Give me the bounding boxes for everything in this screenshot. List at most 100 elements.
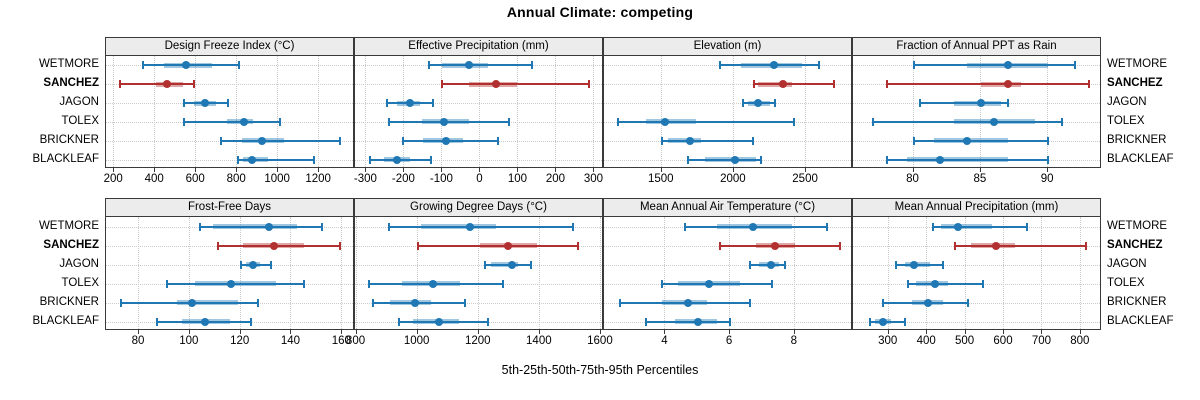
percentile-whisker	[907, 282, 983, 285]
x-gridline	[660, 56, 662, 167]
whisker-cap-high	[338, 241, 341, 250]
median-dot	[660, 117, 669, 126]
percentile-whisker	[913, 139, 1049, 142]
percentile-whisker	[618, 120, 794, 123]
percentile-whisker	[442, 83, 589, 86]
x-gridline	[979, 56, 981, 167]
panel-header: Elevation (m)	[603, 37, 852, 55]
median-dot	[936, 155, 945, 164]
x-tick	[729, 330, 731, 334]
median-dot	[1003, 80, 1012, 89]
site-label-right: WETMORE	[1107, 219, 1168, 232]
x-tick	[236, 168, 238, 172]
percentile-whisker	[429, 64, 532, 67]
x-tick-label: 2500	[792, 173, 818, 185]
site-label-left: SANCHEZ	[43, 238, 99, 251]
x-tick-label: 600	[993, 335, 1013, 347]
whisker-cap-high	[1006, 99, 1009, 108]
whisker-cap-low	[931, 222, 934, 231]
median-dot	[766, 260, 775, 269]
site-label-right: TOLEX	[1107, 114, 1145, 127]
median-dot	[410, 298, 419, 307]
site-label-left: JAGON	[59, 96, 99, 109]
median-dot	[264, 222, 273, 231]
whisker-cap-high	[529, 260, 532, 269]
median-dot	[754, 99, 763, 108]
x-gridline	[318, 56, 320, 167]
x-tick	[479, 168, 481, 172]
x-gridline	[236, 56, 238, 167]
median-dot	[465, 61, 474, 70]
site-label-left: TOLEX	[61, 114, 100, 127]
row-guide	[853, 302, 1100, 304]
median-dot	[770, 61, 779, 70]
whisker-cap-high	[486, 317, 489, 326]
panel-header: Growing Degree Days (°C)	[354, 198, 603, 216]
median-dot	[503, 241, 512, 250]
whisker-cap-low	[216, 241, 219, 250]
x-tick-label: 800	[1070, 335, 1090, 347]
median-dot	[201, 99, 210, 108]
whisker-cap-high	[981, 279, 984, 288]
x-gridline	[188, 217, 190, 329]
x-gridline	[538, 217, 540, 329]
whisker-cap-high	[338, 136, 341, 145]
panel-plot-area	[852, 216, 1101, 330]
x-tick-label: 1200	[305, 173, 331, 185]
percentile-whisker	[687, 158, 761, 161]
median-dot	[249, 260, 258, 269]
whisker-cap-high	[1047, 155, 1050, 164]
x-gridline	[239, 217, 241, 329]
interquartile-band	[177, 300, 239, 305]
whisker-cap-high	[587, 80, 590, 89]
whisker-cap-low	[367, 279, 370, 288]
percentile-whisker	[399, 320, 488, 323]
whisker-cap-low	[428, 61, 431, 70]
x-gridline	[599, 217, 601, 329]
x-gridline	[341, 217, 343, 329]
site-label-left: BLACKLEAF	[32, 314, 99, 327]
median-dot	[878, 317, 887, 326]
x-tick-label: 100	[179, 335, 199, 347]
percentile-whisker	[720, 64, 820, 67]
x-tick	[277, 168, 279, 172]
panel-plot-area	[105, 216, 354, 330]
percentile-whisker	[646, 320, 731, 323]
whisker-cap-low	[660, 136, 663, 145]
panel-plot-area	[852, 55, 1101, 168]
x-gridline	[441, 56, 443, 167]
x-tick	[416, 330, 418, 334]
x-tick	[365, 168, 367, 172]
whisker-cap-high	[431, 99, 434, 108]
x-gridline	[113, 56, 115, 167]
median-dot	[491, 80, 500, 89]
x-tick	[555, 168, 557, 172]
whisker-cap-high	[238, 61, 241, 70]
whisker-cap-low	[165, 279, 168, 288]
whisker-cap-high	[771, 279, 774, 288]
whisker-cap-high	[1085, 241, 1088, 250]
median-dot	[685, 136, 694, 145]
x-gridline	[887, 217, 889, 329]
whisker-cap-high	[496, 136, 499, 145]
row-guide	[355, 302, 602, 304]
x-tick-label: 400	[916, 335, 936, 347]
x-tick	[517, 168, 519, 172]
x-gridline	[912, 56, 914, 167]
whisker-cap-low	[401, 136, 404, 145]
median-dot	[226, 279, 235, 288]
whisker-cap-low	[398, 317, 401, 326]
x-gridline	[1047, 56, 1049, 167]
interquartile-band	[645, 119, 697, 125]
interquartile-band	[490, 262, 519, 267]
x-gridline	[138, 217, 140, 329]
site-label-right: SANCHEZ	[1107, 238, 1163, 251]
x-tick	[593, 168, 595, 172]
x-gridline	[732, 56, 734, 167]
panel-header: Mean Annual Precipitation (mm)	[852, 198, 1101, 216]
x-tick-label: 2000	[720, 173, 746, 185]
x-tick	[188, 330, 190, 334]
median-dot	[992, 241, 1001, 250]
whisker-cap-low	[182, 117, 185, 126]
x-gridline	[365, 56, 367, 167]
